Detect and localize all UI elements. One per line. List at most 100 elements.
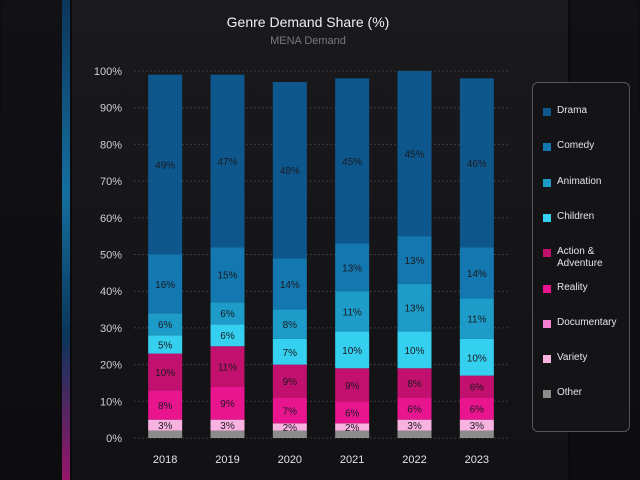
x-tick-label: 2020 xyxy=(278,454,302,466)
y-tick-label: 30% xyxy=(100,323,122,335)
data-label: 49% xyxy=(155,161,175,172)
data-label: 9% xyxy=(283,377,298,388)
y-tick-label: 0% xyxy=(106,433,122,445)
bar-segment xyxy=(397,71,432,237)
legend-label: Variety xyxy=(557,352,588,364)
legend-label: Reality xyxy=(557,281,588,293)
data-label: 15% xyxy=(217,271,237,282)
accent-strip xyxy=(62,0,70,480)
bars: 3% 8% 10% 5% 6% 16% 49% 3% 9% 11% 6% 6% 15% 47% 2% 7% 9%… xyxy=(148,71,494,438)
bar-segment xyxy=(459,430,494,438)
bar-segment xyxy=(148,430,183,438)
bar-segment xyxy=(459,375,494,398)
legend: Drama Comedy Animation Children Action & Adve… xyxy=(532,82,630,432)
legend-item: Variety xyxy=(543,352,629,364)
bar-segment xyxy=(335,368,370,402)
data-label: 10% xyxy=(155,368,175,379)
data-label: 13% xyxy=(404,304,424,315)
data-label: 10% xyxy=(342,346,362,357)
data-label: 45% xyxy=(404,150,424,161)
data-label: 9% xyxy=(220,399,235,410)
bar-segment xyxy=(210,419,245,431)
legend-item: Comedy xyxy=(543,140,629,152)
chart-title: Genre Demand Share (%) xyxy=(227,14,390,30)
x-tick-label: 2023 xyxy=(465,454,489,466)
data-label: 6% xyxy=(470,383,485,394)
data-label: 3% xyxy=(470,421,485,432)
legend-swatch xyxy=(543,178,551,187)
bar-segment xyxy=(210,386,245,420)
data-label: 11% xyxy=(343,307,362,318)
data-label: 8% xyxy=(158,401,173,412)
legend-label: Comedy xyxy=(557,140,595,152)
y-tick-label: 40% xyxy=(100,286,122,298)
background-left xyxy=(0,0,70,480)
legend-label: Action & Adventure xyxy=(557,246,603,270)
legend-swatch xyxy=(543,319,551,328)
legend-swatch xyxy=(543,249,551,258)
y-tick-label: 100% xyxy=(94,66,122,78)
y-tick-label: 80% xyxy=(100,139,122,151)
data-label: 46% xyxy=(467,159,487,170)
bar-segment xyxy=(335,291,370,332)
bar-segment xyxy=(148,390,183,420)
legend-swatch xyxy=(543,213,551,222)
bar-segment xyxy=(272,82,307,259)
data-label: 6% xyxy=(220,309,235,320)
data-label: 10% xyxy=(404,346,424,357)
bar-segment xyxy=(397,283,432,332)
bar-segment xyxy=(210,247,245,303)
x-tick-label: 2021 xyxy=(340,454,364,466)
legend-label: Drama xyxy=(557,105,588,116)
data-label: 6% xyxy=(220,331,235,342)
data-label: 6% xyxy=(470,405,485,416)
chart-subtitle: MENA Demand xyxy=(270,35,346,47)
bar-segment xyxy=(459,78,494,248)
stacked-bar-chart: 0% 10% 20% 30% 40% 50% 60% 70% 80% 90% 100% 3% 8% 10… xyxy=(94,14,508,466)
legend-item: Action & Adventure xyxy=(543,246,629,270)
data-label: 11% xyxy=(467,315,486,326)
bar-segment xyxy=(272,364,307,398)
bar-segment xyxy=(335,78,370,244)
bar-segment xyxy=(335,401,370,424)
legend-swatch xyxy=(543,108,551,116)
x-axis: 2018 2019 2020 2021 2022 2023 xyxy=(153,454,489,466)
legend-swatch xyxy=(543,390,551,399)
y-tick-label: 10% xyxy=(100,396,122,408)
bar-segment xyxy=(272,338,307,365)
legend-label: Children xyxy=(557,210,595,222)
data-label: 10% xyxy=(467,353,487,364)
x-tick-label: 2022 xyxy=(402,454,426,466)
data-label: 5% xyxy=(158,340,173,351)
legend-item: Documentary xyxy=(543,317,629,329)
data-label: 16% xyxy=(155,280,175,291)
data-label: 6% xyxy=(407,405,422,416)
gridlines xyxy=(134,70,508,439)
bar-segment xyxy=(397,236,432,284)
data-label: 14% xyxy=(467,269,487,280)
y-tick-label: 60% xyxy=(100,213,122,225)
data-label: 2% xyxy=(345,423,360,434)
data-label: 11% xyxy=(218,362,237,373)
data-label: 48% xyxy=(280,166,300,177)
data-label: 2% xyxy=(283,423,298,434)
legend-label: Other xyxy=(557,387,583,399)
y-tick-label: 20% xyxy=(100,360,122,372)
y-tick-label: 90% xyxy=(100,103,122,115)
bar-segment xyxy=(397,331,432,369)
bar-segment xyxy=(459,338,494,376)
legend-label: Documentary xyxy=(557,316,617,328)
data-label: 6% xyxy=(345,408,360,419)
bar-segment xyxy=(397,419,432,431)
bar-segment xyxy=(459,298,494,339)
y-tick-label: 70% xyxy=(100,176,122,188)
bar-segment xyxy=(397,368,432,398)
bar-segment xyxy=(397,430,432,438)
legend-label: Animation xyxy=(557,175,602,187)
bar-segment xyxy=(335,423,370,431)
bar-segment xyxy=(210,346,245,387)
data-label: 9% xyxy=(345,381,360,392)
data-label: 45% xyxy=(342,157,362,168)
bar-segment xyxy=(148,313,183,336)
bar-segment xyxy=(148,335,183,354)
